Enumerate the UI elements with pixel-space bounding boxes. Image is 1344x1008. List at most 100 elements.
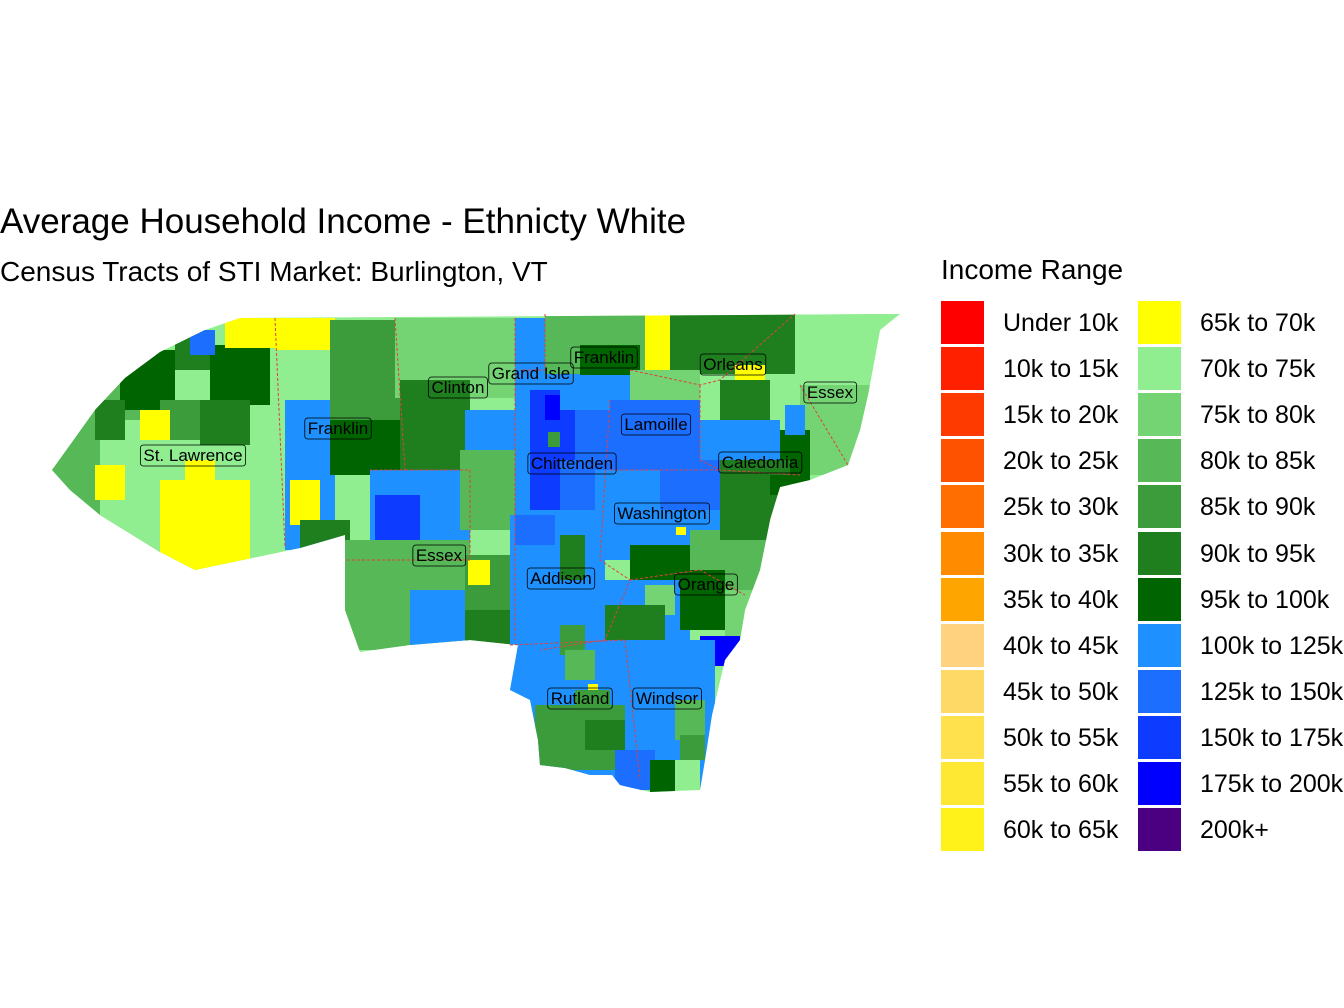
- tract: [95, 465, 125, 500]
- legend-swatch: [1138, 347, 1181, 391]
- tract: [95, 400, 125, 440]
- tract: [560, 535, 585, 580]
- legend-item: 95k to 100k: [1138, 577, 1344, 624]
- tract: [515, 515, 555, 545]
- tract: [795, 314, 885, 384]
- legend-label: 50k to 55k: [1003, 723, 1119, 752]
- legend-label: 75k to 80k: [1200, 401, 1316, 430]
- legend-label: 30k to 35k: [1003, 539, 1119, 568]
- legend-item: 200k+: [1138, 808, 1344, 854]
- county-label: Windsor: [632, 687, 702, 710]
- legend-swatch: [941, 762, 984, 805]
- legend-label: 95k to 100k: [1200, 585, 1330, 614]
- county-label-box: [632, 687, 702, 710]
- legend-item: Under 10k: [941, 301, 1151, 347]
- county-label-box: [803, 381, 858, 404]
- tract: [720, 510, 770, 540]
- map-title: Average Household Income - Ethnicty Whit…: [0, 202, 687, 241]
- county-label-box: [570, 346, 638, 369]
- legend-swatch: [1138, 762, 1181, 805]
- tract: [515, 318, 550, 378]
- tract: [190, 330, 215, 355]
- county-label-box: [620, 413, 692, 436]
- county-label: Grand Isle: [488, 362, 574, 385]
- county-label-box: [699, 353, 767, 376]
- county-label-box: [526, 567, 596, 590]
- legend-item: 75k to 80k: [1138, 393, 1344, 439]
- county-label-box: [527, 452, 617, 475]
- county-label-text: Franklin: [308, 419, 368, 438]
- county-label-text: Addison: [530, 569, 591, 588]
- legend-swatch: [1138, 485, 1181, 529]
- tract: [650, 760, 675, 792]
- legend-item: 50k to 55k: [941, 715, 1151, 762]
- county-label-text: Chittenden: [531, 454, 613, 473]
- legend-label: 125k to 150k: [1200, 677, 1344, 706]
- legend-item: 45k to 50k: [941, 669, 1151, 716]
- tract: [280, 350, 330, 400]
- county-label: St. Lawrence: [139, 444, 247, 467]
- tract: [330, 420, 405, 475]
- legend-item: 40k to 45k: [941, 623, 1151, 670]
- county-label-text: Orange: [678, 575, 735, 594]
- tract: [375, 495, 420, 545]
- legend-item: 70k to 75k: [1138, 347, 1344, 393]
- county-label: Essex: [803, 381, 858, 404]
- tract: [225, 318, 275, 348]
- county-label: Orange: [674, 573, 738, 596]
- legend-item: 55k to 60k: [941, 762, 1151, 808]
- tract: [548, 432, 560, 447]
- county-label: Washington: [614, 502, 710, 525]
- legend-swatch: [1138, 301, 1181, 344]
- county-label-text: Washington: [617, 504, 706, 523]
- legend-label: 35k to 40k: [1003, 585, 1119, 614]
- legend-label: 60k to 65k: [1003, 816, 1119, 845]
- tract: [605, 605, 665, 645]
- legend-swatch: [941, 347, 984, 391]
- tract: [660, 460, 720, 510]
- legend-item: 90k to 95k: [1138, 531, 1344, 578]
- tract: [410, 590, 470, 650]
- legend-label: 10k to 15k: [1003, 355, 1119, 384]
- legend-swatch: [1138, 715, 1181, 759]
- county-label: Essex: [412, 544, 467, 567]
- tract: [550, 580, 610, 630]
- legend-label: 85k to 90k: [1200, 493, 1316, 522]
- legend-item: 35k to 40k: [941, 577, 1151, 624]
- legend-item: 80k to 85k: [1138, 439, 1344, 485]
- map-subtitle: Census Tracts of STI Market: Burlington,…: [0, 256, 548, 287]
- tract: [670, 314, 795, 374]
- legend-label: 25k to 30k: [1003, 493, 1119, 522]
- tract: [400, 380, 470, 470]
- tract: [200, 400, 250, 445]
- legend-item: 20k to 25k: [941, 439, 1151, 485]
- legend-item: 10k to 15k: [941, 347, 1151, 393]
- legend-item: 175k to 200k: [1138, 762, 1344, 808]
- county-label-text: Essex: [416, 546, 463, 565]
- county-label-box: [139, 444, 247, 467]
- legend-item: 150k to 175k: [1138, 715, 1344, 762]
- tract: [588, 684, 598, 694]
- legend-label: 15k to 20k: [1003, 401, 1119, 430]
- legend-swatch: [1138, 808, 1181, 852]
- legend-label: 100k to 125k: [1200, 631, 1344, 660]
- tract: [275, 318, 335, 350]
- tract: [575, 690, 610, 710]
- county-label-box: [304, 417, 372, 440]
- legend-swatch: [1138, 393, 1181, 437]
- legend-item: 100k to 125k: [1138, 623, 1344, 670]
- legend-swatch: [941, 531, 984, 575]
- county-label: Rutland: [547, 687, 613, 710]
- county-label: Clinton: [428, 376, 488, 399]
- tract: [465, 610, 510, 645]
- county-boundaries: [274, 313, 849, 781]
- county-label-text: Orleans: [703, 355, 763, 374]
- county-label-text: Rutland: [551, 689, 610, 708]
- legend-label: 80k to 85k: [1200, 447, 1316, 476]
- county-label-box: [718, 451, 803, 474]
- legend-swatch: [941, 301, 984, 344]
- tract: [675, 700, 705, 740]
- legend-item: 25k to 30k: [941, 485, 1151, 531]
- county-label: Lamoille: [620, 413, 692, 436]
